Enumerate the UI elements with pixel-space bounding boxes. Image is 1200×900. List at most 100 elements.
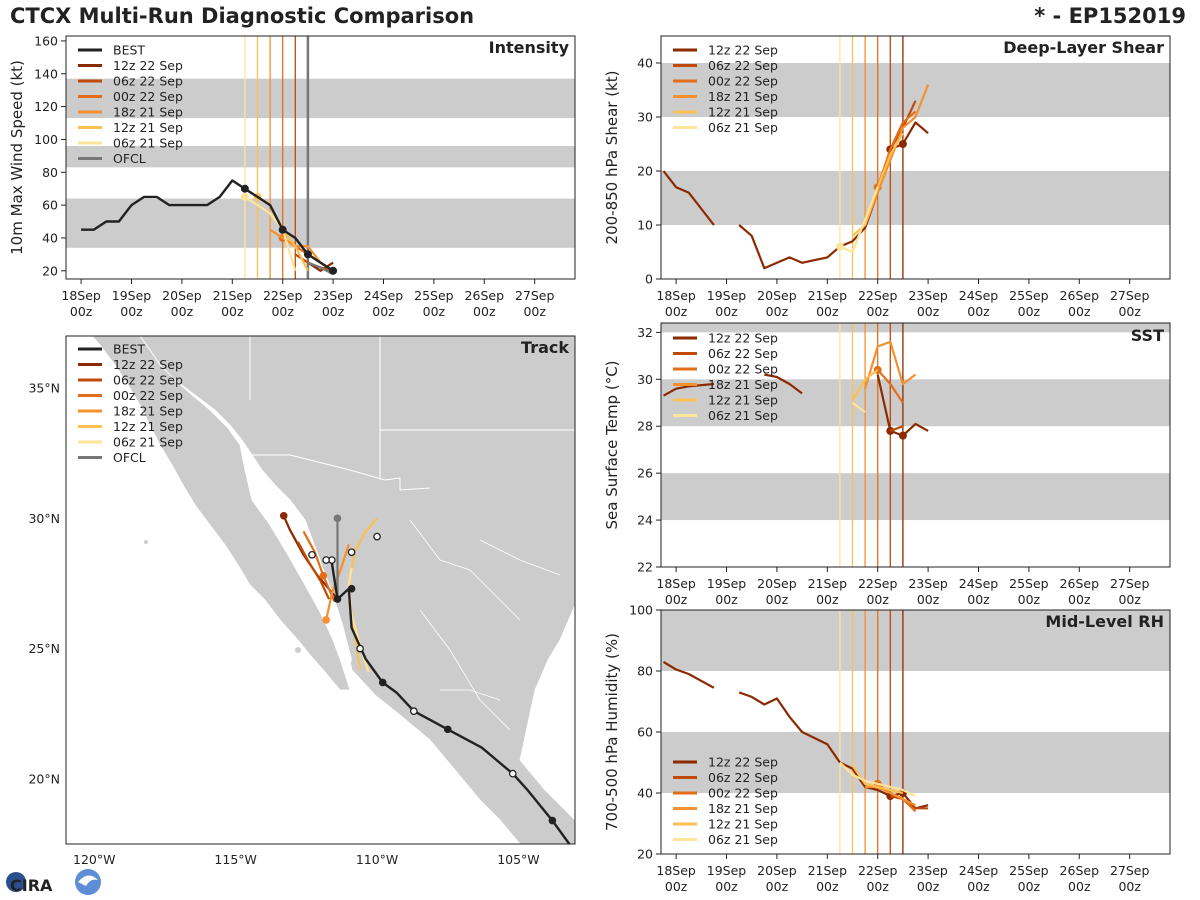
rh-ytick-label: 100 (629, 603, 653, 618)
shear-xtick-label: 00z (816, 304, 839, 319)
track-open-point-best (409, 707, 418, 715)
intensity-series-best (81, 179, 334, 272)
shear-xtick-label: 00z (1068, 304, 1091, 319)
map-lat-label: 25°N (28, 641, 60, 656)
sst-xtick-label: 24Sep (959, 576, 999, 591)
shear-xtick-label: 00z (715, 304, 738, 319)
sst-xtick-label: 00z (917, 592, 940, 607)
track-point-ofcl (333, 514, 342, 523)
track-open-point (308, 550, 316, 559)
shear-ytick-label: 40 (637, 56, 653, 71)
track-legend-label-06z-21-sep: 06z 21 Sep (113, 435, 183, 450)
intensity-xtick-label: 27Sep (515, 288, 555, 303)
rh-legend-label-12z-21-sep: 12z 21 Sep (708, 817, 778, 832)
sst-legend-label-06z-22-sep: 06z 22 Sep (708, 346, 778, 361)
track-open-point-best (356, 644, 364, 653)
track-legend-label-12z-21-sep: 12z 21 Sep (113, 419, 183, 434)
intensity-xtick-label: 00z (473, 304, 496, 319)
mainland-landmass (139, 336, 575, 844)
rh-legend-label-12z-22-sep: 12z 22 Sep (708, 755, 778, 770)
logo-text: CIRA (10, 876, 53, 895)
track-open-point (373, 532, 381, 541)
map-lat-label: 20°N (28, 771, 60, 786)
track-title: Track (521, 338, 569, 357)
intensity-xtick-label: 00z (423, 304, 446, 319)
intensity-band-2 (66, 78, 575, 119)
rh-xtick-label: 00z (1068, 879, 1091, 894)
sst-xtick-label: 18Sep (656, 576, 696, 591)
track-legend-label-ofcl: OFCL (113, 450, 146, 465)
sst-xtick-label: 25Sep (1009, 576, 1049, 591)
sst-band-0 (661, 473, 1170, 521)
shear-xtick-label: 00z (917, 304, 940, 319)
track-point-best (378, 678, 387, 687)
track-plot-area (279, 511, 571, 844)
shear-xtick-label: 25Sep (1009, 288, 1049, 303)
shear-ytick-label: 10 (637, 218, 653, 233)
sst-series-00z-22-sep (876, 369, 904, 404)
intensity-xtick-label: 00z (523, 304, 546, 319)
shear-ytick-label: 20 (637, 164, 653, 179)
shear-xtick-label: 00z (766, 304, 789, 319)
rh-ylabel: 700-500 hPa Humidity (%) (603, 633, 621, 831)
shear-ylabel: 200-850 hPa Shear (kt) (603, 71, 621, 245)
rh-ytick-label: 80 (637, 664, 653, 679)
sst-band-1 (661, 379, 1170, 427)
sst-point-12z-22-sep (886, 426, 895, 435)
rh-xtick-label: 26Sep (1060, 863, 1100, 878)
intensity-xtick-label: 00z (372, 304, 395, 319)
sst-xtick-label: 21Sep (808, 576, 848, 591)
sst-frame (660, 322, 1171, 568)
sst-xtick-label: 26Sep (1060, 576, 1100, 591)
track-open-point (322, 556, 331, 564)
track-12z-22-sep (282, 515, 339, 600)
shear-xtick-label: 27Sep (1110, 288, 1150, 303)
logo-swirl-mark (78, 875, 98, 886)
rh-xtick-label: 00z (1018, 879, 1041, 894)
track-point-12z-22-sep (279, 511, 288, 520)
intensity-point-06z-21-sep (240, 192, 249, 201)
intensity-legend-label-12z-22-sep: 12z 22 Sep (113, 58, 183, 73)
intensity-ylabel: 10m Max Wind Speed (kt) (8, 60, 26, 255)
sst-legend-label-12z-21-sep: 12z 21 Sep (708, 393, 778, 408)
sst-series-18z-21-sep (864, 340, 917, 390)
shear-legend-label-06z-22-sep: 06z 22 Sep (708, 58, 778, 73)
track-frame (65, 335, 576, 845)
intensity-xtick-label: 00z (120, 304, 143, 319)
sst-band-2 (661, 323, 1170, 333)
sst-xtick-label: 19Sep (707, 576, 747, 591)
sst-legend-label-06z-21-sep: 06z 21 Sep (708, 408, 778, 423)
panel-shear: 01020304018Sep00z19Sep00z20Sep00z21Sep00… (603, 35, 1171, 319)
rh-xtick-label: 20Sep (757, 863, 797, 878)
map-lat-label: 30°N (28, 511, 60, 526)
sst-xtick-label: 00z (967, 592, 990, 607)
rh-legend-label-06z-21-sep: 06z 21 Sep (708, 832, 778, 847)
map-land (66, 336, 575, 844)
panel-track: 120°W 115°W 110°W 105°W 20°N 25°N 30°N 35°N Trac… (28, 335, 576, 867)
intensity-xtick-label: 23Sep (313, 288, 353, 303)
track-point-best (443, 725, 452, 734)
rh-xtick-label: 25Sep (1009, 863, 1049, 878)
intensity-band-1 (66, 146, 575, 168)
intensity-legend-label-00z-22-sep: 00z 22 Sep (113, 89, 183, 104)
intensity-ytick-label: 40 (42, 230, 58, 245)
sst-legend-label-00z-22-sep: 00z 22 Sep (708, 362, 778, 377)
intensity-xtick-label: 19Sep (112, 288, 152, 303)
intensity-point-best (240, 184, 249, 193)
rh-xtick-label: 00z (665, 879, 688, 894)
sst-ytick-label: 32 (637, 325, 653, 340)
rh-xtick-label: 23Sep (908, 863, 948, 878)
track-point-best (347, 584, 356, 593)
sst-xtick-label: 00z (816, 592, 839, 607)
rh-band-0 (661, 732, 1170, 793)
sst-xtick-label: 27Sep (1110, 576, 1150, 591)
intensity-legend-label-best: BEST (113, 43, 145, 58)
map-lat-label: 35°N (28, 381, 60, 396)
intensity-band-0 (66, 198, 575, 248)
intensity-xtick-label: 18Sep (61, 288, 101, 303)
intensity-ytick-label: 80 (42, 165, 58, 180)
rh-legend-label-18z-21-sep: 18z 21 Sep (708, 801, 778, 816)
sst-point-12z-22-sep (898, 431, 907, 440)
